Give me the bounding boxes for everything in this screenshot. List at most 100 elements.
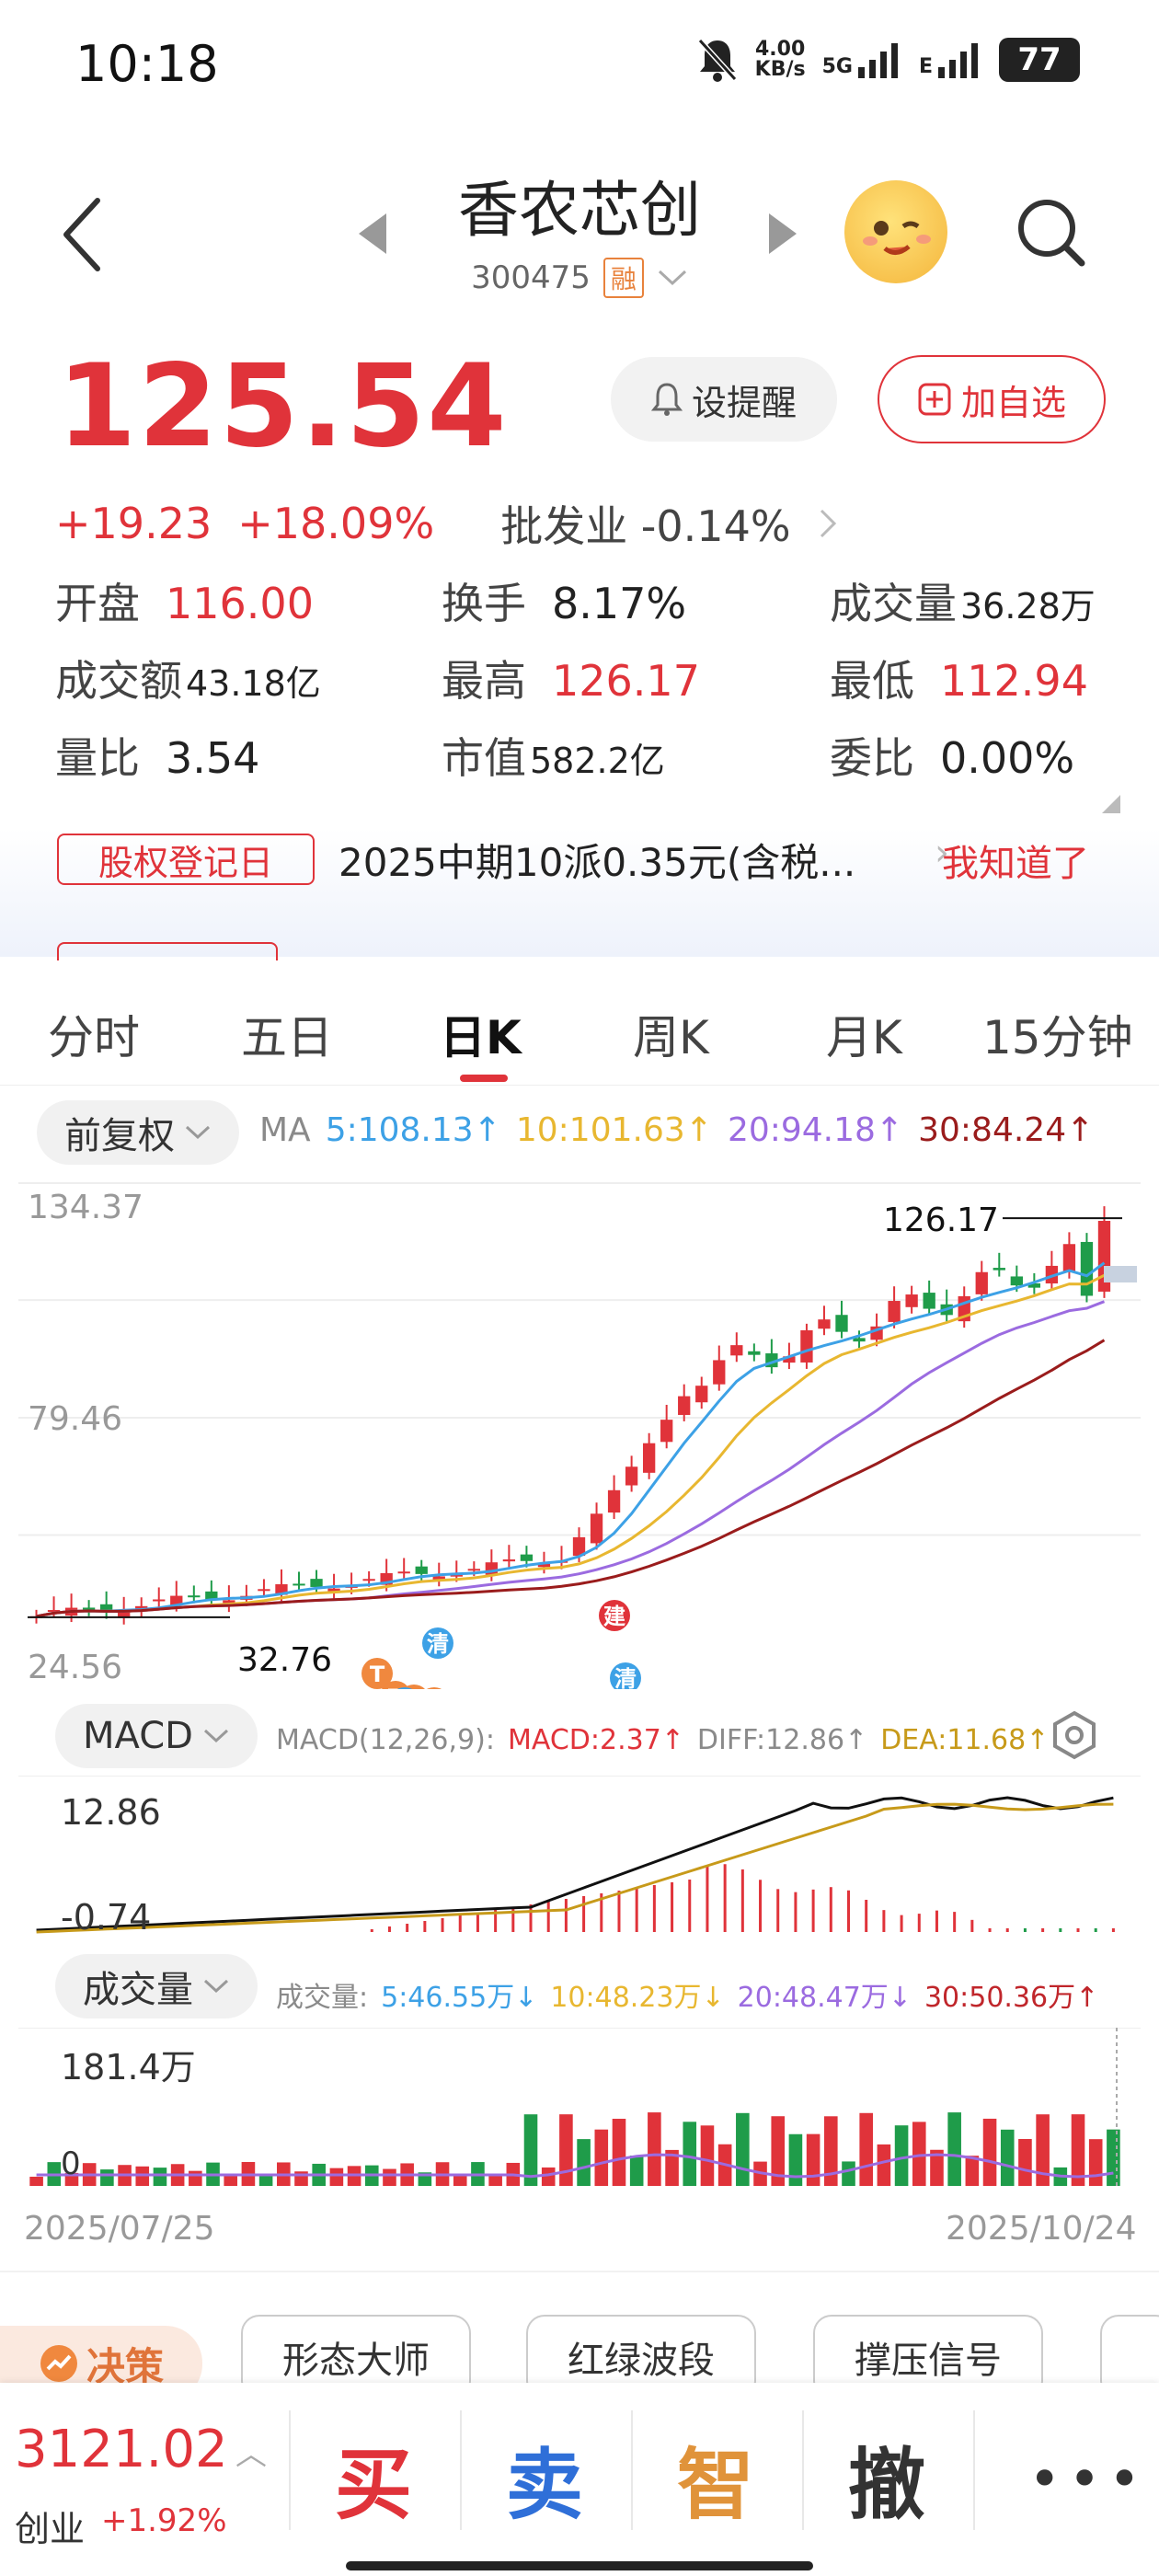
strategy-icon — [40, 2345, 77, 2382]
candle-body — [450, 1574, 463, 1577]
stat-row: 量比 3.54 市值 582.2亿 委比 0.00% — [55, 725, 1113, 802]
tab-1[interactable]: 分时 — [48, 1011, 140, 1064]
price-tag — [1104, 1266, 1137, 1282]
stat-cell: 成交量 36.28万 — [830, 570, 1096, 631]
tab-3[interactable]: 日K — [440, 1011, 522, 1064]
index-name: 创业 — [15, 2509, 86, 2549]
divider — [802, 2410, 804, 2530]
notice-dismiss-button[interactable]: 我知道了 — [942, 843, 1089, 885]
candle-body — [993, 1268, 1005, 1271]
volume-bar — [1107, 2129, 1120, 2186]
add-watchlist-button[interactable]: 加自选 — [878, 355, 1106, 443]
chevron-up-icon[interactable]: ︿ — [235, 2436, 267, 2473]
chevron-down-icon — [185, 1125, 211, 1140]
macd-y-bottom: -0.74 — [61, 1897, 152, 1938]
marker-label: 清 — [614, 1666, 637, 1689]
stock-code: 300475 — [471, 259, 591, 296]
volume-chart[interactable] — [18, 2028, 1141, 2193]
tab-4[interactable]: 周K — [633, 1011, 709, 1064]
chevron-right-icon[interactable] — [817, 505, 839, 542]
set-alert-button[interactable]: 设提醒 — [611, 357, 837, 442]
adjust-select[interactable]: 前复权 — [37, 1100, 239, 1165]
stat-cell: 成交额 43.18亿 — [55, 648, 321, 708]
volume-bar — [612, 2119, 626, 2186]
ma-line — [36, 1339, 1106, 1618]
volume-bar — [541, 2167, 556, 2186]
t-marker: T — [361, 1658, 393, 1689]
date-end: 2025/10/24 — [946, 2210, 1137, 2248]
volume-bar — [648, 2112, 661, 2186]
volume-bar — [771, 2116, 786, 2186]
volume-bar — [824, 2116, 838, 2186]
price-change: +19.23 — [55, 499, 212, 548]
search-icon[interactable] — [1012, 193, 1087, 269]
candle-body — [853, 1338, 866, 1342]
price-change-pct: +18.09% — [237, 499, 435, 548]
sell-button[interactable]: 卖 — [506, 2440, 584, 2530]
signal-bars-icon — [857, 43, 898, 78]
stat-label: 成交额 — [55, 656, 182, 706]
candle-body — [502, 1559, 516, 1562]
build-marker: 建 — [599, 1600, 630, 1631]
diff-line — [36, 1796, 1114, 1932]
next-stock-icon[interactable] — [769, 213, 797, 254]
volume-bar — [877, 2144, 891, 2186]
candle-body — [170, 1595, 183, 1605]
stock-name: 香农芯创 — [458, 175, 701, 246]
buy-button[interactable]: 买 — [335, 2440, 413, 2530]
marker-circle — [361, 1658, 393, 1689]
change-row: +19.23 +18.09% 批发业 -0.14% — [55, 493, 839, 554]
volume-bar — [859, 2112, 873, 2186]
stat-cell: 量比 3.54 — [55, 725, 259, 786]
smart-button[interactable]: 智 — [677, 2440, 755, 2530]
volume-bar — [683, 2122, 697, 2186]
divider — [289, 2410, 291, 2530]
candle-body — [572, 1536, 586, 1557]
ma-value: 30:84.24↑ — [918, 1111, 1095, 1149]
sector-change[interactable]: 批发业 -0.14% — [500, 501, 791, 551]
macd-chart[interactable] — [18, 1776, 1141, 1941]
macd-select[interactable]: MACD — [55, 1704, 258, 1768]
home-indicator[interactable] — [346, 2561, 813, 2570]
kline-chart[interactable]: 建TTTTTTT卖清建清 — [18, 1174, 1141, 1689]
stat-label: 委比 — [830, 733, 914, 783]
volume-ma-value: 30:50.36万↑ — [924, 1982, 1099, 2014]
stat-value: 582.2亿 — [530, 741, 665, 781]
prev-stock-icon[interactable] — [359, 213, 386, 254]
period-tabs: 分时 五日 日K 周K 月K 15分钟 — [0, 975, 1159, 1086]
more-button[interactable]: ••• — [1028, 2447, 1149, 2512]
chevron-down-icon[interactable] — [657, 269, 688, 287]
candle-body — [82, 1607, 96, 1610]
ma-line — [36, 1300, 1106, 1618]
volume-bar — [665, 2149, 679, 2186]
signal-5g: 5G — [822, 41, 902, 78]
mascot-avatar-icon[interactable] — [844, 180, 947, 283]
settings-gear-icon[interactable] — [1049, 1709, 1100, 1761]
volume-bar — [700, 2125, 715, 2186]
volume-bar — [453, 2176, 467, 2186]
stat-cell: 市值 582.2亿 — [442, 725, 665, 786]
tab-5[interactable]: 月K — [826, 1011, 902, 1064]
notice-tag-next — [57, 942, 278, 960]
candle-body — [975, 1271, 988, 1294]
macd-legend: MACD(12,26,9): MACD:2.37↑ DIFF:12.86↑ DE… — [276, 1724, 1050, 1756]
t-marker: T — [382, 1681, 409, 1689]
expand-corner-icon[interactable] — [1100, 793, 1122, 815]
ma-line — [36, 1273, 1106, 1618]
chevron-right-icon: › — [935, 832, 949, 874]
tab-6[interactable]: 15分钟 — [982, 1011, 1133, 1064]
candle-body — [590, 1513, 603, 1544]
back-arrow-icon[interactable] — [55, 193, 110, 276]
notice-text[interactable]: 2025中期10派0.35元(含税... — [339, 840, 856, 885]
cancel-order-button[interactable]: 撤 — [848, 2440, 926, 2530]
t-marker: T — [427, 1687, 442, 1689]
ma-value: 20:94.18↑ — [727, 1111, 904, 1149]
candle-body — [327, 1588, 340, 1593]
volume-select[interactable]: 成交量 — [55, 1954, 258, 2018]
volume-bar — [29, 2177, 43, 2186]
volume-bar — [982, 2118, 997, 2186]
kline-high-label: 126.17 — [883, 1202, 999, 1239]
index-value[interactable]: 3121.02 — [15, 2420, 228, 2479]
candle-body — [293, 1583, 305, 1586]
tab-2[interactable]: 五日 — [241, 1011, 333, 1064]
